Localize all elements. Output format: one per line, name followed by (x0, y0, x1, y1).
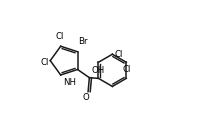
Text: Br: Br (78, 38, 88, 47)
Text: Cl: Cl (122, 65, 130, 74)
Text: Cl: Cl (56, 32, 64, 41)
Text: Cl: Cl (114, 50, 123, 59)
Text: OH: OH (92, 66, 105, 75)
Text: O: O (82, 93, 89, 102)
Text: Cl: Cl (40, 58, 49, 67)
Text: NH: NH (63, 78, 76, 87)
